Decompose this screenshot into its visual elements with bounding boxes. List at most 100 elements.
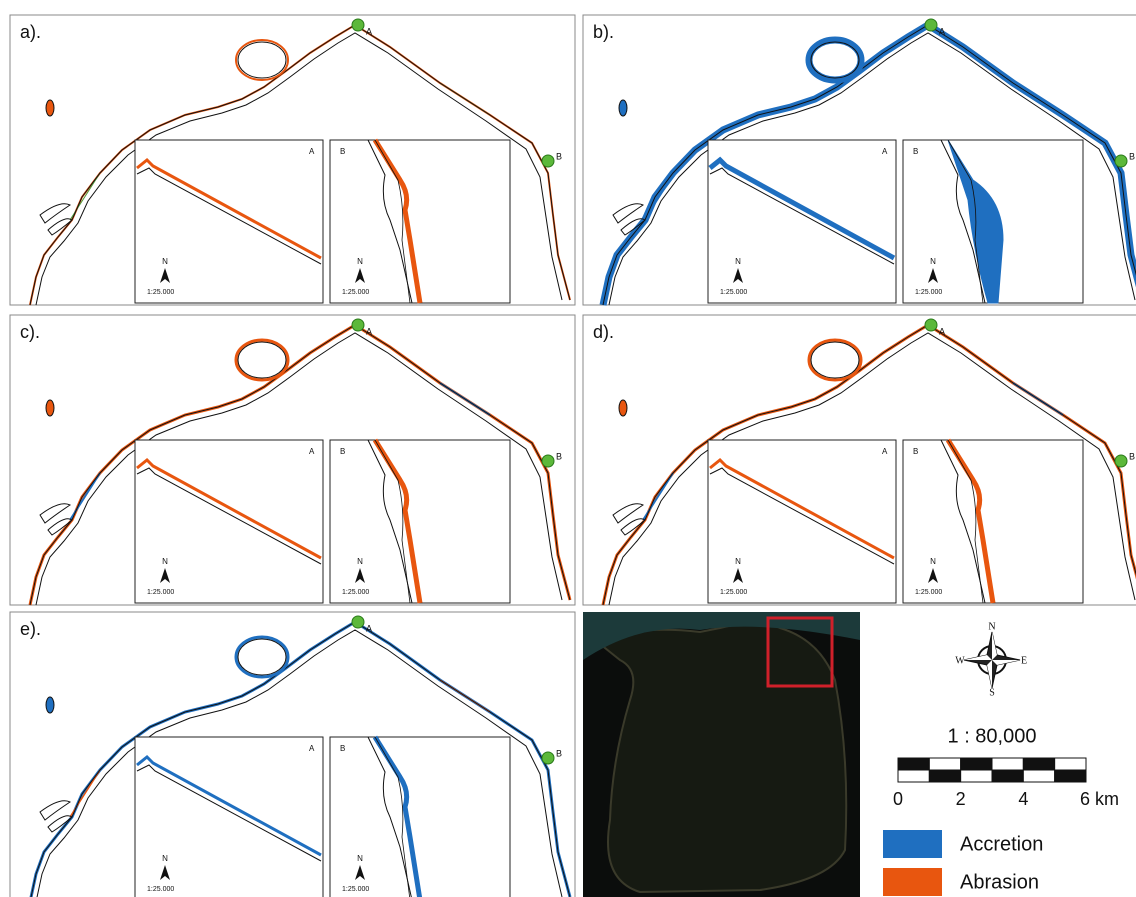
point-marker [925, 319, 937, 331]
north-label: N [162, 557, 168, 566]
scale-tick-label: 4 [1018, 789, 1028, 809]
north-label: N [162, 854, 168, 863]
island [236, 40, 288, 80]
scale-label: 1:25.000 [720, 289, 747, 296]
inset-label: A [309, 447, 315, 456]
point-label: A [366, 326, 372, 336]
islet [619, 400, 627, 416]
scale-segment [992, 758, 1023, 770]
islet [46, 400, 54, 416]
scale-label: 1:25.000 [147, 589, 174, 596]
scale-segment [929, 758, 960, 770]
legend-label: Accretion [960, 833, 1043, 855]
scale-segment [1023, 758, 1054, 770]
north-label: N [735, 257, 741, 266]
point-marker [542, 455, 554, 467]
island [809, 340, 861, 380]
scale-label: 1:25.000 [147, 289, 174, 296]
point-label: A [366, 26, 372, 36]
point-marker [352, 319, 364, 331]
scale-label: 1:25.000 [342, 289, 369, 296]
islet [46, 697, 54, 713]
scale-label: 1:25.000 [915, 289, 942, 296]
north-label: N [930, 257, 936, 266]
inset-map: AN1:25.000 [708, 140, 896, 303]
scale-segment [1055, 758, 1086, 770]
north-label: N [357, 557, 363, 566]
panel-label: e). [20, 619, 41, 639]
north-label: N [357, 854, 363, 863]
inset-map: A N 1:25.000 [135, 140, 323, 303]
inset-map: A N 1:25.000 [708, 440, 896, 603]
point-marker [1115, 155, 1127, 167]
scale-ratio: 1 : 80,000 [948, 725, 1037, 747]
panel-label: b). [593, 22, 614, 42]
inset-label: A [882, 447, 888, 456]
scale-label: 1:25.000 [915, 589, 942, 596]
inset-label: B [340, 744, 345, 753]
point-label: B [556, 748, 562, 758]
map-panel: A Ba). A N 1:25.000 B N 1:25.000 [10, 15, 575, 305]
compass-w: W [955, 655, 965, 666]
satellite-land [595, 623, 846, 892]
inset-map: B N 1:25.000 [330, 737, 510, 897]
island [236, 340, 288, 380]
map-panel: A Be). A N 1:25.000 B N 1:25.000 [10, 612, 575, 897]
scale-segment [961, 758, 992, 770]
point-marker [1115, 455, 1127, 467]
panel-label: a). [20, 22, 41, 42]
inset-label: B [340, 147, 345, 156]
scale-segment [898, 770, 929, 782]
compass-e: E [1021, 655, 1027, 666]
point-label: A [939, 26, 945, 36]
point-marker [542, 752, 554, 764]
scale-segment [1023, 770, 1054, 782]
scale-tick-label: 0 [893, 789, 903, 809]
islet [46, 100, 54, 116]
compass-s: S [989, 687, 995, 698]
scale-segment [929, 770, 960, 782]
map-panel: ABc).AN1:25.000BN1:25.000 [10, 315, 575, 605]
point-label: B [556, 451, 562, 461]
island [236, 637, 288, 677]
point-marker [352, 616, 364, 628]
point-marker [542, 155, 554, 167]
inset-map: B N 1:25.000 [903, 440, 1083, 603]
legend-swatch [883, 868, 942, 896]
panel-label: c). [20, 322, 40, 342]
inset-border [330, 737, 510, 897]
inset-label: B [913, 147, 918, 156]
point-label: A [939, 326, 945, 336]
inset-map: BN1:25.000 [330, 440, 510, 603]
legend-swatch [883, 830, 942, 858]
inset-map: B N 1:25.000 [903, 140, 1083, 303]
inset-label: A [309, 744, 315, 753]
island [809, 40, 861, 80]
north-label: N [930, 557, 936, 566]
scale-label: 1:25.000 [147, 886, 174, 893]
scale-label: 1:25.000 [342, 886, 369, 893]
north-label: N [162, 257, 168, 266]
point-marker [352, 19, 364, 31]
scale-segment [992, 770, 1023, 782]
scale-segment [898, 758, 929, 770]
north-label: N [357, 257, 363, 266]
inset-label: B [913, 447, 918, 456]
point-marker [925, 19, 937, 31]
inset-map: B N 1:25.000 [330, 140, 510, 303]
inset-label: B [340, 447, 345, 456]
scale-label: 1:25.000 [720, 589, 747, 596]
scale-segment [961, 770, 992, 782]
inset-label: A [309, 147, 315, 156]
point-label: A [366, 623, 372, 633]
inset-map: A N 1:25.000 [135, 737, 323, 897]
panel-label: d). [593, 322, 614, 342]
north-label: N [735, 557, 741, 566]
scale-tick-label: 2 [956, 789, 966, 809]
scale-segment [1055, 770, 1086, 782]
point-label: B [556, 151, 562, 161]
scale-tick-label: 6 km [1080, 789, 1119, 809]
islet [619, 100, 627, 116]
